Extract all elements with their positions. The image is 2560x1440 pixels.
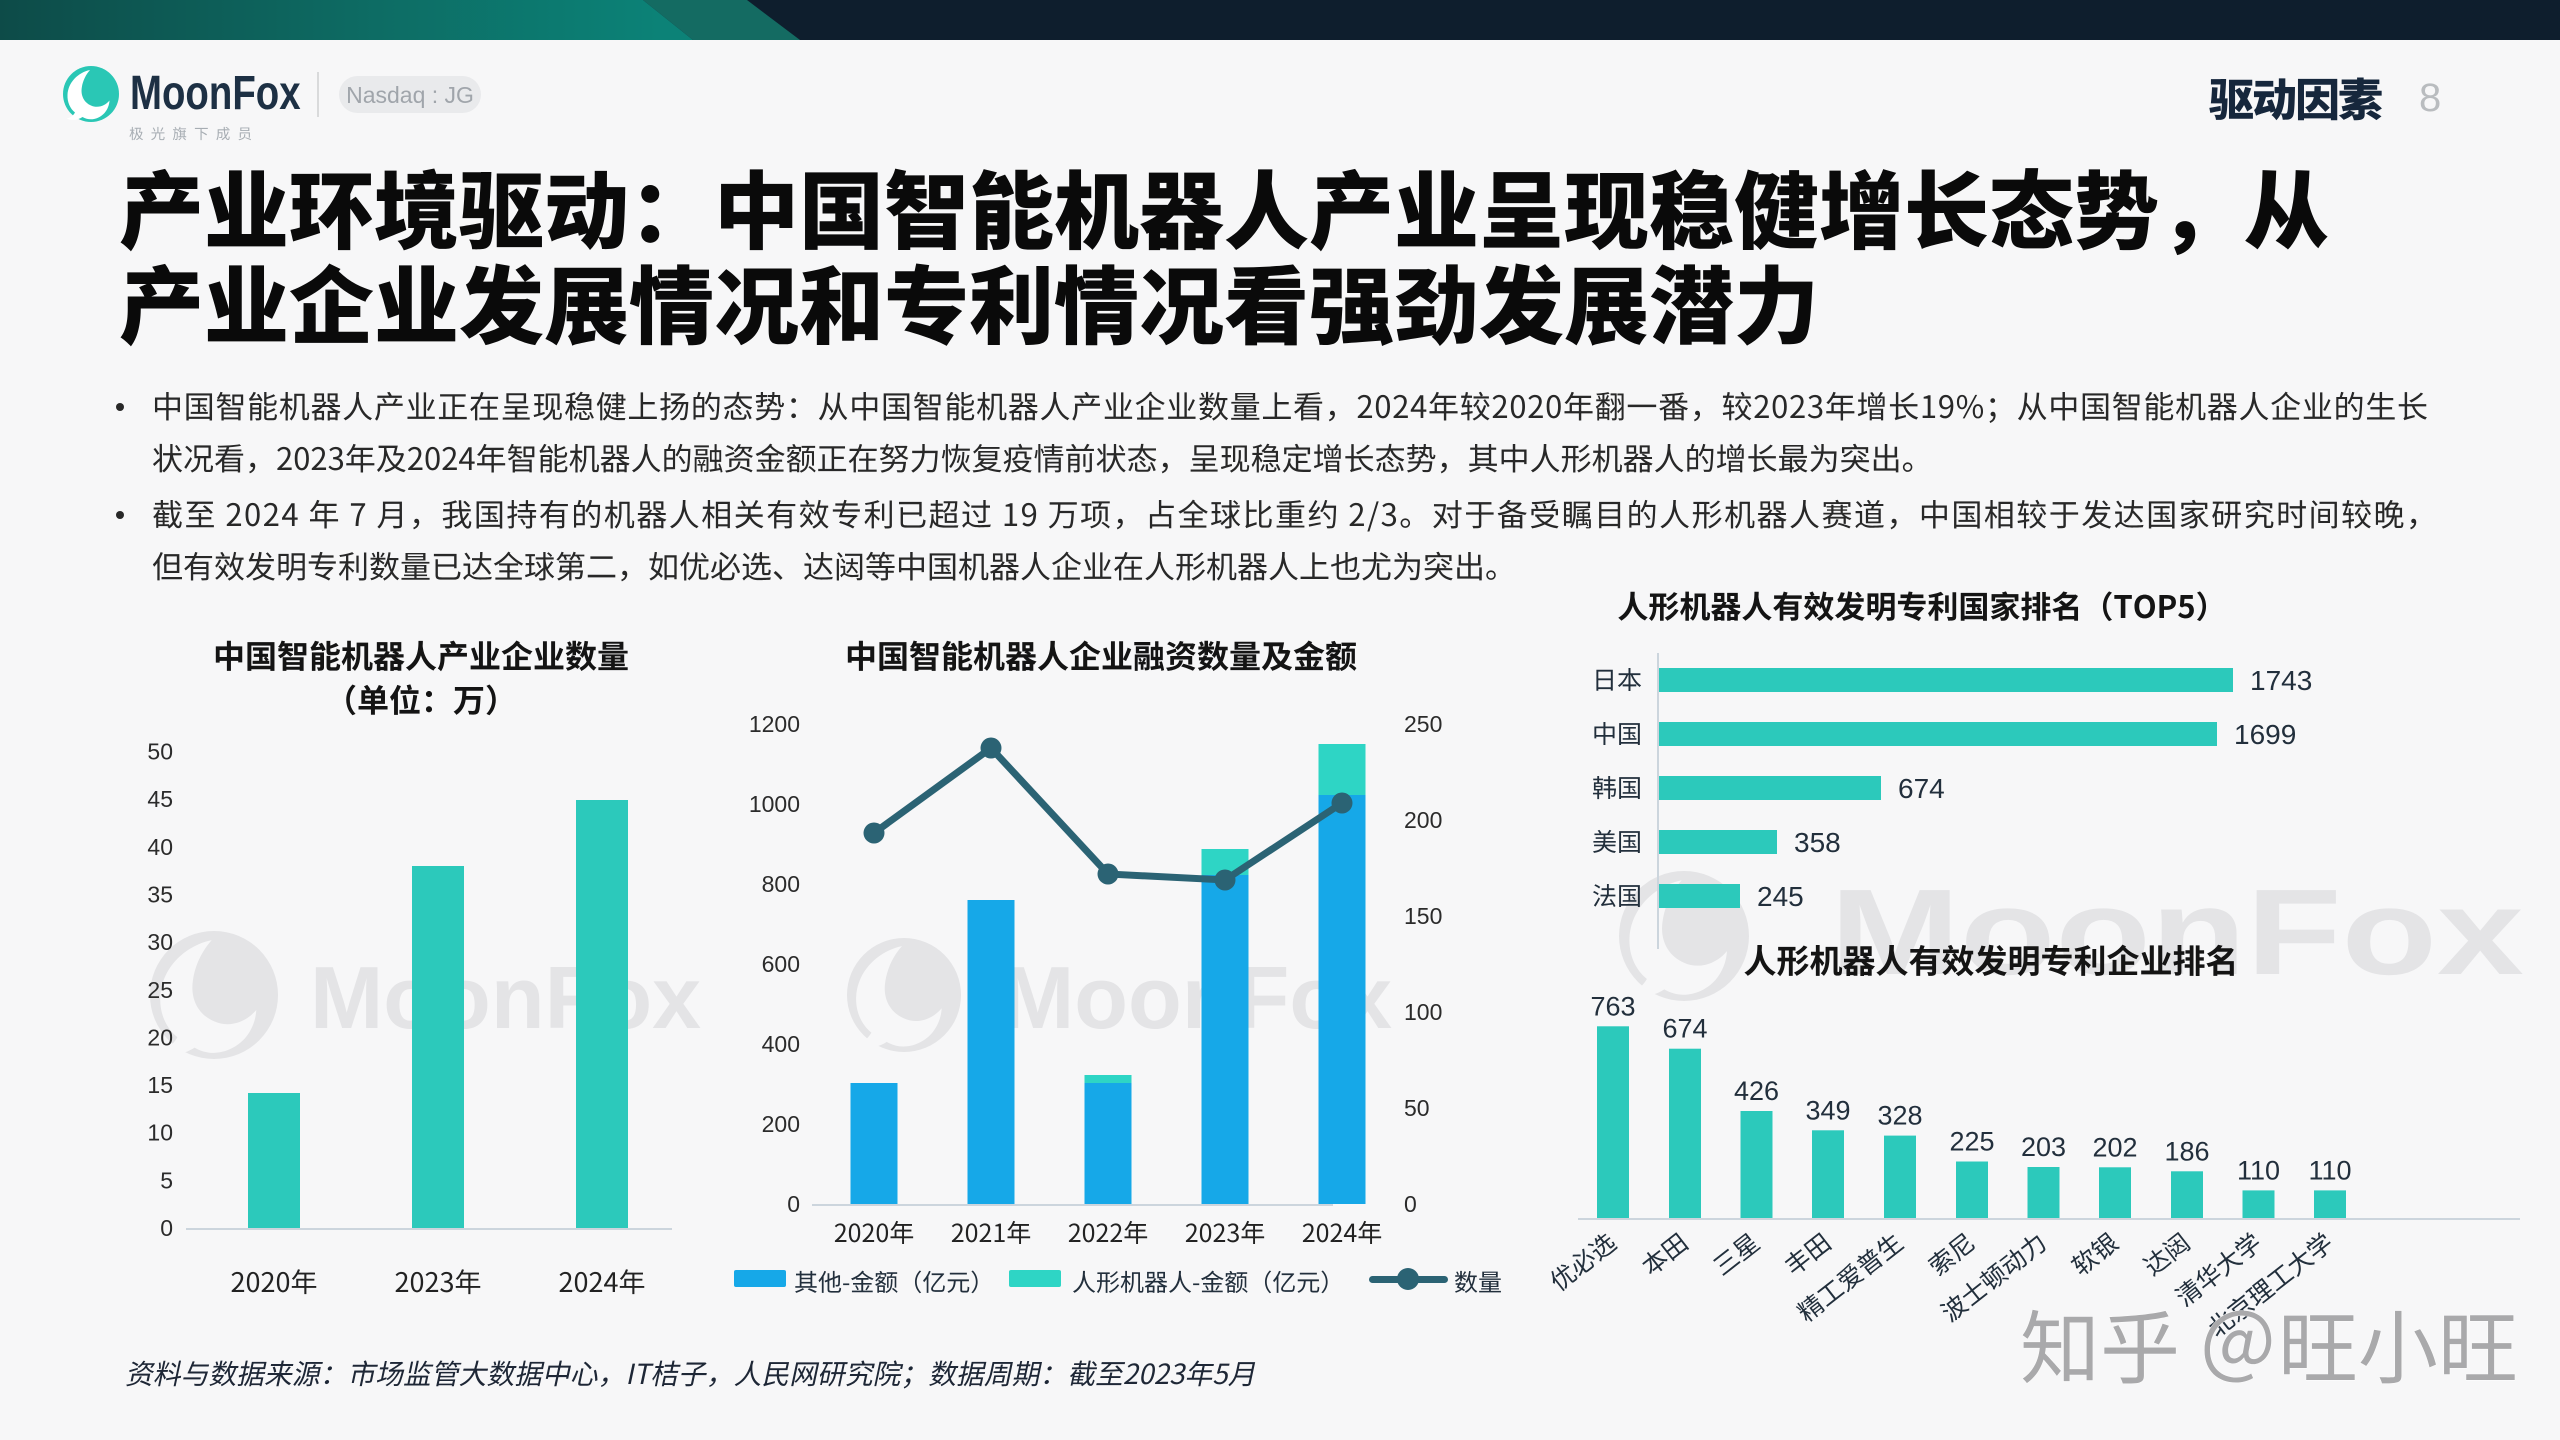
svg-text:MoonFox: MoonFox — [130, 67, 301, 120]
svg-text:110: 110 — [2237, 1155, 2280, 1185]
svg-text:200: 200 — [1404, 807, 1442, 833]
svg-text:800: 800 — [762, 871, 800, 897]
svg-text:426: 426 — [1734, 1076, 1779, 1106]
svg-text:50: 50 — [147, 739, 173, 765]
svg-text:10: 10 — [147, 1120, 173, 1146]
svg-text:674: 674 — [1898, 773, 1945, 804]
svg-text:203: 203 — [2021, 1132, 2066, 1162]
svg-text:1000: 1000 — [749, 791, 800, 817]
svg-text:MoonFox: MoonFox — [1830, 863, 2524, 1000]
svg-text:30: 30 — [147, 929, 173, 955]
svg-text:358: 358 — [1794, 827, 1841, 858]
svg-text:45: 45 — [147, 786, 173, 812]
svg-text:40: 40 — [147, 834, 173, 860]
svg-text:328: 328 — [1877, 1101, 1922, 1131]
svg-text:1743: 1743 — [2250, 665, 2312, 696]
svg-text:8: 8 — [2419, 76, 2441, 120]
svg-text:674: 674 — [1662, 1014, 1707, 1044]
svg-text:1200: 1200 — [749, 711, 800, 737]
svg-text:100: 100 — [1404, 999, 1442, 1025]
svg-text:349: 349 — [1805, 1095, 1850, 1125]
svg-text:Nasdaq : JG: Nasdaq : JG — [346, 82, 474, 108]
svg-text:763: 763 — [1590, 991, 1635, 1021]
svg-text:15: 15 — [147, 1072, 173, 1098]
svg-text:225: 225 — [1949, 1127, 1994, 1157]
svg-text:150: 150 — [1404, 903, 1442, 929]
svg-text:200: 200 — [762, 1111, 800, 1137]
svg-text:5: 5 — [160, 1167, 173, 1193]
svg-text:400: 400 — [762, 1031, 800, 1057]
svg-text:1699: 1699 — [2234, 719, 2296, 750]
svg-text:0: 0 — [160, 1215, 173, 1241]
svg-text:250: 250 — [1404, 711, 1442, 737]
svg-text:35: 35 — [147, 882, 173, 908]
svg-text:50: 50 — [1404, 1095, 1430, 1121]
svg-text:MoonFox: MoonFox — [310, 948, 701, 1047]
svg-text:0: 0 — [787, 1191, 800, 1217]
svg-text:0: 0 — [1404, 1191, 1417, 1217]
svg-text:600: 600 — [762, 951, 800, 977]
svg-text:20: 20 — [147, 1024, 173, 1050]
svg-text:25: 25 — [147, 977, 173, 1003]
svg-text:245: 245 — [1757, 881, 1804, 912]
svg-text:202: 202 — [2092, 1132, 2137, 1162]
svg-text:186: 186 — [2164, 1136, 2209, 1166]
svg-text:110: 110 — [2308, 1155, 2351, 1185]
